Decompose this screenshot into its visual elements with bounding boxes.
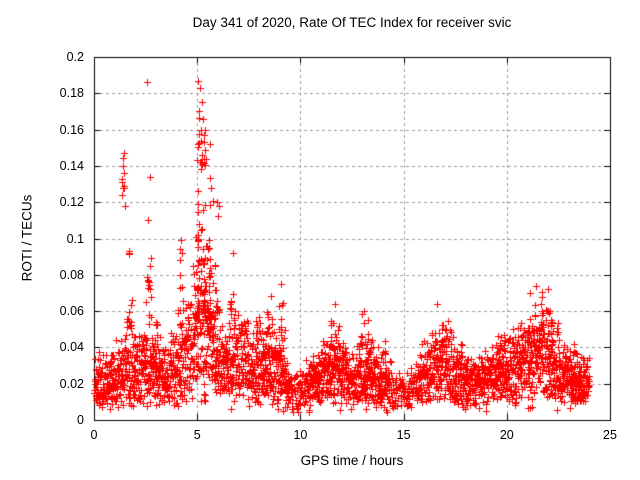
y-tick-label: 0.06 [59,304,84,319]
x-axis-label: GPS time / hours [300,453,404,468]
y-tick-label: 0.04 [59,340,84,355]
y-tick-label: 0 [77,413,84,427]
chart-title: Day 341 of 2020, Rate Of TEC Index for r… [192,15,512,30]
x-tick-label: 15 [396,428,411,442]
x-tick-label: 25 [603,428,617,442]
y-tick-label: 0.02 [59,376,84,391]
x-tick-label: 20 [499,428,514,442]
y-tick-label: 0.1 [66,231,84,246]
x-tick-label: 10 [293,428,308,442]
y-tick-label: 0.14 [59,158,84,173]
x-tick-label: 5 [193,428,201,442]
y-tick-label: 0.16 [59,122,84,137]
y-tick-label: 0.08 [59,267,84,282]
y-tick-label: 0.18 [59,86,84,101]
y-tick-label: 0.12 [59,195,84,210]
x-tick-label: 0 [90,428,98,442]
y-tick-label: 0.2 [66,50,84,64]
